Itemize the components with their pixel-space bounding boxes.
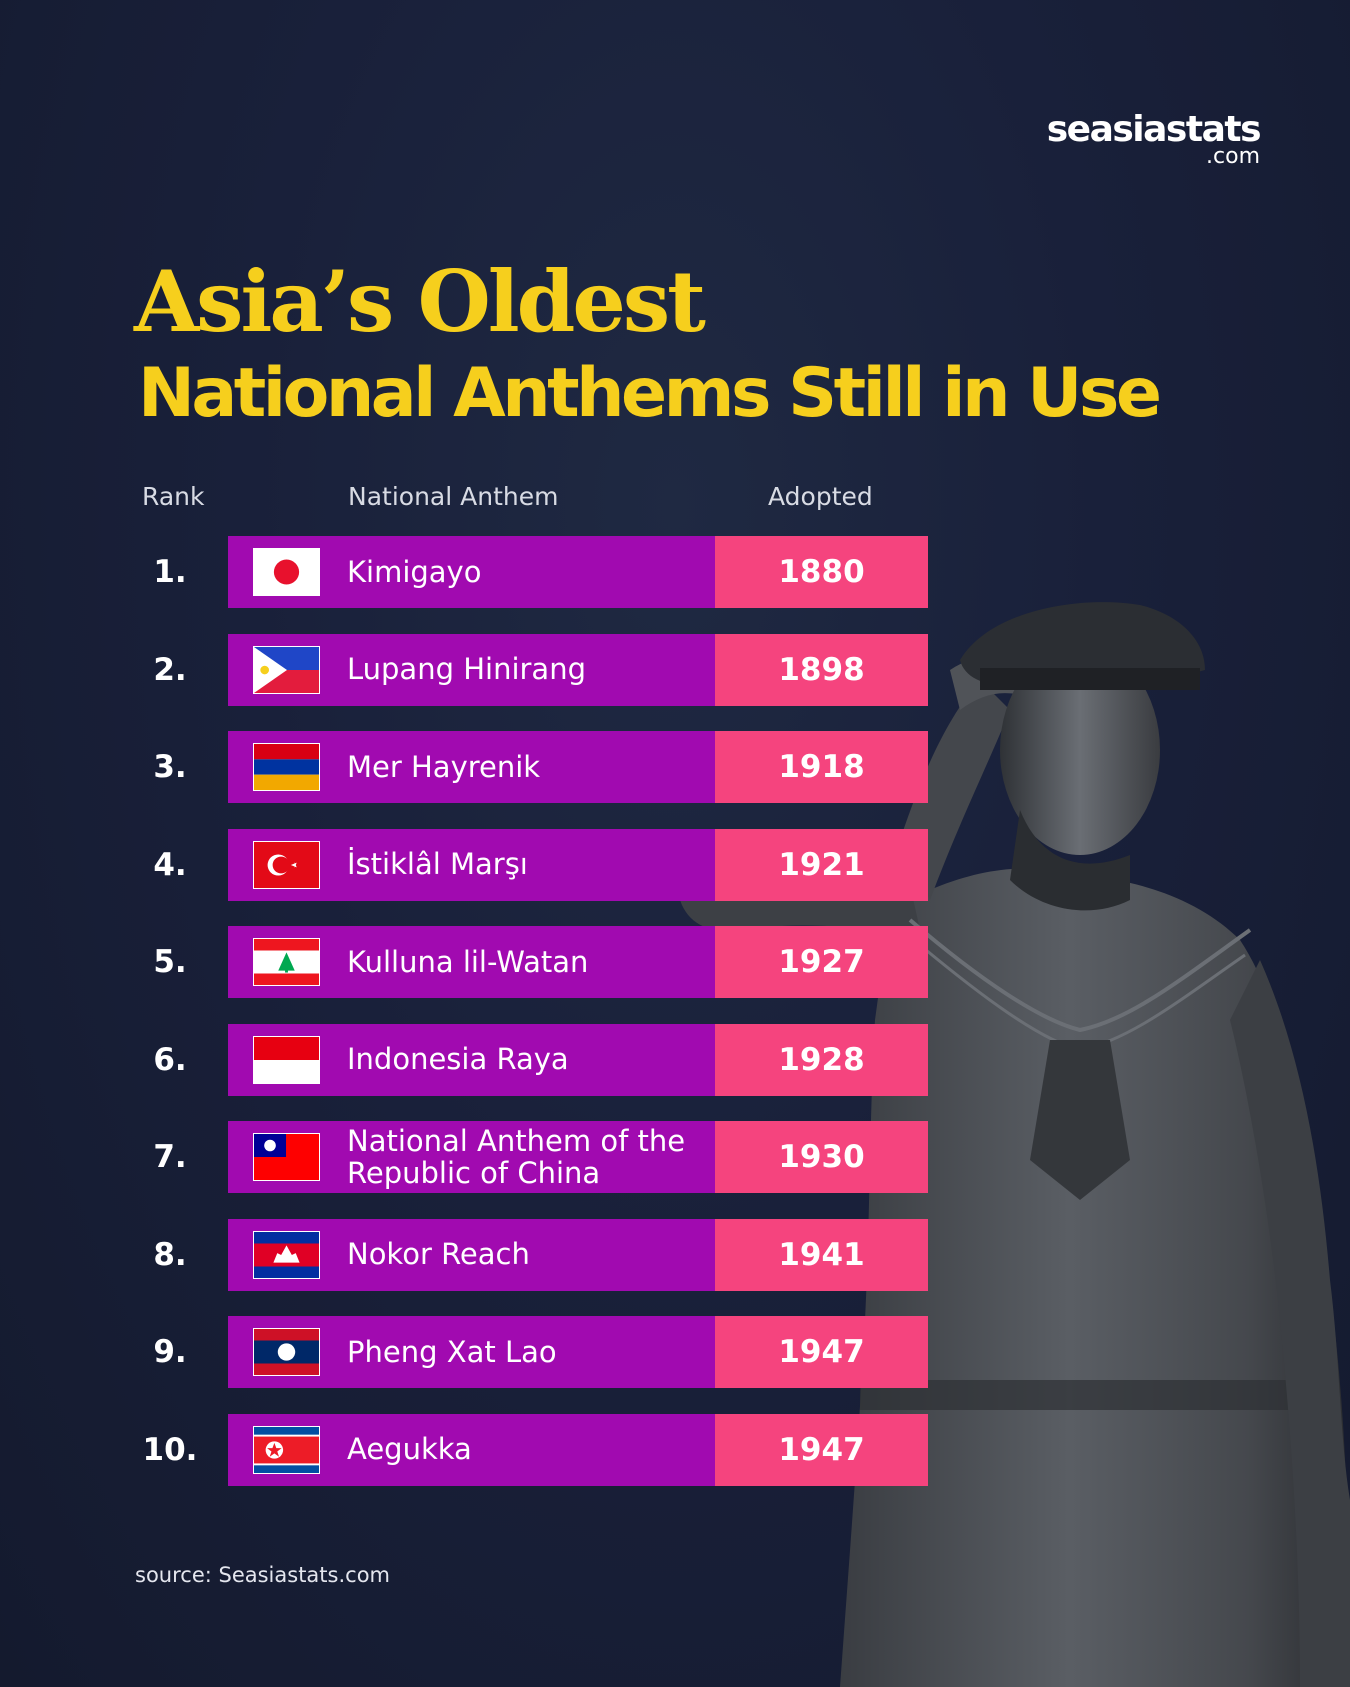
turkey-flag-icon bbox=[253, 840, 320, 889]
adopted-year: 1947 bbox=[715, 1316, 928, 1388]
adopted-year: 1928 bbox=[715, 1023, 928, 1096]
anthem-name: Aegukka bbox=[347, 1432, 472, 1467]
anthem-bar: Indonesia Raya bbox=[228, 1023, 715, 1096]
rank-label: 1. bbox=[153, 554, 187, 590]
anthem-name: Nokor Reach bbox=[347, 1237, 530, 1272]
source-note: source: Seasiastats.com bbox=[135, 1563, 390, 1587]
anthem-bar: Kimigayo bbox=[228, 536, 715, 608]
rank-label: 5. bbox=[153, 944, 187, 980]
table-row: 3. Mer Hayrenik 1918 bbox=[0, 731, 930, 803]
anthem-bar: Lupang Hinirang bbox=[228, 633, 715, 706]
anthem-bar: Pheng Xat Lao bbox=[228, 1316, 715, 1388]
table-row: 9. Pheng Xat Lao 1947 bbox=[0, 1316, 930, 1388]
anthem-name: Kulluna lil-Watan bbox=[347, 944, 589, 979]
anthem-bar: National Anthem of the Republic of China bbox=[228, 1121, 715, 1193]
rank-label: 8. bbox=[153, 1236, 187, 1273]
column-header-anthem: National Anthem bbox=[348, 482, 559, 511]
table-row: 1. Kimigayo 1880 bbox=[0, 536, 930, 608]
indonesia-flag-icon bbox=[253, 1035, 320, 1084]
brand-logo: seasiastats .com bbox=[1046, 109, 1262, 169]
table-row: 10. Aegukka 1947 bbox=[0, 1413, 930, 1486]
adopted-year: 1898 bbox=[715, 633, 928, 706]
title-line-2: National Anthems Still in Use bbox=[138, 354, 1162, 433]
rank-label: 2. bbox=[153, 651, 187, 688]
table-row: 6. Indonesia Raya 1928 bbox=[0, 1023, 930, 1096]
anthem-bar: Kulluna lil-Watan bbox=[228, 926, 715, 998]
armenia-flag-icon bbox=[253, 743, 320, 791]
adopted-year: 1880 bbox=[715, 536, 928, 608]
adopted-year: 1921 bbox=[715, 828, 928, 901]
anthem-name: Kimigayo bbox=[347, 554, 482, 589]
adopted-year: 1930 bbox=[715, 1121, 928, 1193]
anthem-name: Pheng Xat Lao bbox=[347, 1334, 557, 1369]
laos-flag-icon bbox=[253, 1328, 320, 1376]
adopted-year: 1941 bbox=[715, 1218, 928, 1291]
cambodia-flag-icon bbox=[253, 1230, 320, 1279]
column-header-adopted: Adopted bbox=[768, 482, 873, 511]
adopted-year: 1927 bbox=[715, 926, 928, 998]
anthem-name: Lupang Hinirang bbox=[347, 652, 586, 687]
anthem-name: Mer Hayrenik bbox=[347, 749, 541, 784]
table-row: 4. İstiklâl Marşı 1921 bbox=[0, 828, 930, 901]
rank-label: 4. bbox=[153, 846, 187, 883]
table-row: 2. Lupang Hinirang 1898 bbox=[0, 633, 930, 706]
rank-label: 7. bbox=[153, 1139, 187, 1175]
rank-label: 3. bbox=[153, 749, 187, 785]
table-row: 5. Kulluna lil-Watan 1927 bbox=[0, 926, 930, 998]
table-row: 8. Nokor Reach 1941 bbox=[0, 1218, 930, 1291]
anthem-bar: Nokor Reach bbox=[228, 1218, 715, 1291]
adopted-year: 1918 bbox=[715, 731, 928, 803]
anthem-bar: Mer Hayrenik bbox=[228, 731, 715, 803]
table-row: 7. National Anthem of the Republic of Chi… bbox=[0, 1121, 930, 1193]
rank-label: 10. bbox=[142, 1431, 198, 1468]
anthem-bar: İstiklâl Marşı bbox=[228, 828, 715, 901]
anthem-name: National Anthem of the Republic of China bbox=[347, 1123, 686, 1190]
philippines-flag-icon bbox=[253, 645, 320, 694]
anthem-bar: Aegukka bbox=[228, 1413, 715, 1486]
adopted-year: 1947 bbox=[715, 1413, 928, 1486]
rank-label: 6. bbox=[153, 1041, 187, 1078]
logo-text: seasiastats bbox=[1046, 109, 1262, 150]
lebanon-flag-icon bbox=[253, 938, 320, 986]
column-header-rank: Rank bbox=[142, 482, 205, 511]
north-korea-flag-icon bbox=[253, 1425, 320, 1474]
logo-domain: .com bbox=[1206, 144, 1260, 169]
anthem-name: Indonesia Raya bbox=[347, 1042, 569, 1077]
taiwan-flag-icon bbox=[253, 1133, 320, 1181]
rank-label: 9. bbox=[153, 1334, 187, 1370]
title-line-1: Asia’s Oldest bbox=[134, 252, 706, 351]
anthem-name: İstiklâl Marşı bbox=[347, 847, 528, 882]
japan-flag-icon bbox=[253, 548, 320, 596]
